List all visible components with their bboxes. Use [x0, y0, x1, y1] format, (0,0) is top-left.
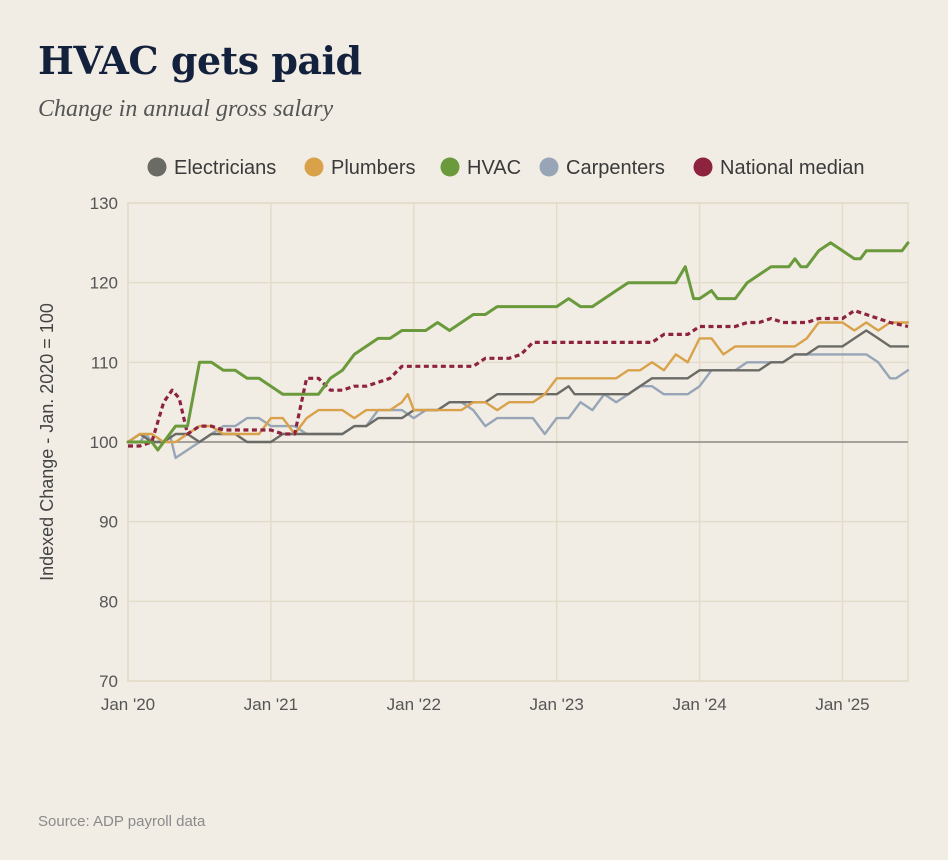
- legend-label-hvac: HVAC: [467, 157, 521, 179]
- x-tick-label: Jan '25: [815, 695, 869, 714]
- y-tick-label: 100: [90, 433, 118, 452]
- legend-swatch-hvac: [440, 157, 460, 177]
- legend-swatch-national-median: [693, 157, 713, 177]
- x-axis-ticks: Jan '20 Jan '21 Jan '22 Jan '23 Jan '24 Jan '…: [101, 695, 870, 714]
- y-tick-label: 90: [99, 513, 118, 532]
- source-note: Source: ADP payroll data: [38, 813, 206, 830]
- y-tick-label: 80: [99, 592, 118, 611]
- y-axis-label: Indexed Change - Jan. 2020 = 100: [37, 303, 57, 581]
- chart-series: [126, 241, 910, 460]
- x-tick-label: Jan '24: [672, 695, 726, 714]
- y-axis-ticks: 70 80 90 100 110 120 130: [90, 194, 118, 691]
- page-subtitle: Change in annual gross salary: [38, 96, 334, 122]
- series-line-plumbers: [126, 321, 910, 444]
- page-title: HVAC gets paid: [38, 38, 362, 83]
- x-tick-label: Jan '20: [101, 695, 155, 714]
- y-tick-label: 130: [90, 194, 118, 213]
- x-tick-label: Jan '23: [530, 695, 584, 714]
- legend-swatch-carpenters: [539, 157, 559, 177]
- y-tick-label: 110: [91, 353, 118, 372]
- line-chart: Electricians Plumbers HVAC Carpenters Nation…: [37, 157, 910, 714]
- series-line-electricians: [126, 329, 910, 444]
- legend-swatch-electricians: [147, 157, 167, 177]
- legend-swatch-plumbers: [304, 157, 324, 177]
- legend-label-national-median: National median: [720, 157, 865, 179]
- y-tick-label: 120: [90, 274, 118, 293]
- legend-label-electricians: Electricians: [174, 157, 276, 179]
- series-line-hvac: [126, 241, 910, 452]
- legend-label-plumbers: Plumbers: [331, 157, 415, 179]
- chart-grid: [127, 202, 909, 682]
- series-line-national-median: [128, 309, 909, 448]
- x-tick-label: Jan '22: [387, 695, 441, 714]
- legend: Electricians Plumbers HVAC Carpenters Nation…: [147, 157, 865, 179]
- x-tick-label: Jan '21: [244, 695, 298, 714]
- y-tick-label: 70: [99, 672, 118, 691]
- legend-label-carpenters: Carpenters: [566, 157, 665, 179]
